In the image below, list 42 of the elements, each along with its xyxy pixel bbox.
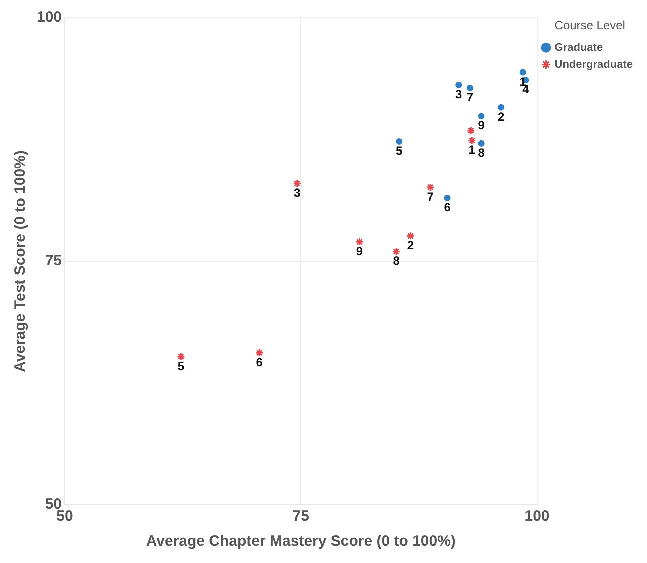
- annotation: 7: [427, 190, 434, 204]
- point: [478, 113, 485, 120]
- annotation: 2: [407, 238, 414, 252]
- x-tick-label: 50: [56, 508, 74, 526]
- annotation: 8: [478, 146, 486, 160]
- point: [176, 352, 186, 362]
- point: [396, 138, 403, 145]
- legend-label: Graduate: [554, 42, 604, 54]
- x-tick-label: 100: [524, 508, 550, 526]
- annotation: 9: [356, 244, 364, 258]
- annotation: 6: [256, 355, 264, 370]
- legend-title: Course Level: [554, 18, 626, 32]
- annotation: 2: [498, 110, 506, 124]
- annotation: 1: [468, 143, 476, 158]
- point: [444, 194, 451, 202]
- x-axis-title: Average Chapter Mastery Score (0 to 100%): [146, 533, 456, 550]
- annotation: 6: [444, 200, 452, 215]
- annotation: 3: [294, 186, 302, 200]
- point: [478, 140, 485, 147]
- point: [355, 238, 364, 246]
- y-tick-label: 100: [36, 9, 62, 26]
- annotation: 5: [178, 359, 185, 374]
- point: [498, 104, 505, 111]
- point: [468, 136, 476, 145]
- annotation: 5: [396, 144, 404, 158]
- annotation: 7: [466, 90, 474, 104]
- annotation: 3: [456, 88, 463, 102]
- annotation: 9: [478, 118, 486, 133]
- point: [293, 179, 302, 188]
- point: [466, 84, 474, 92]
- point: [392, 248, 401, 256]
- point: [520, 69, 526, 76]
- x-tick-label: 75: [292, 508, 310, 526]
- point: [456, 82, 462, 88]
- point: [255, 348, 264, 358]
- point: [426, 183, 435, 192]
- y-axis-title: Average Test Score (0 to 100%): [12, 150, 30, 372]
- annotation: 8: [393, 254, 400, 268]
- point: [466, 126, 476, 136]
- legend-label: Undergraduate: [554, 58, 634, 71]
- y-tick-label: 75: [45, 252, 62, 270]
- point: [406, 232, 415, 240]
